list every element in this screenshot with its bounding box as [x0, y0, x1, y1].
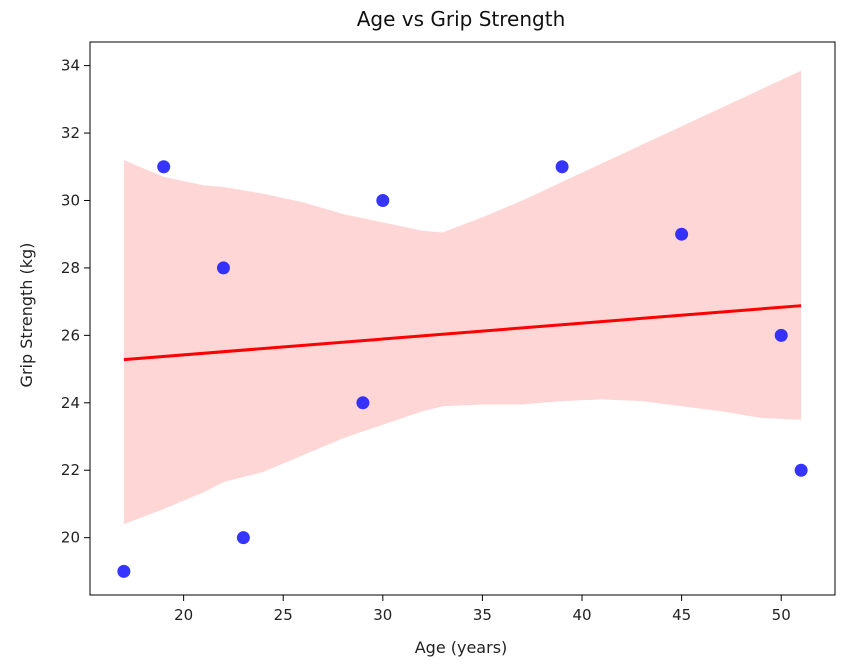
- data-point: [376, 193, 390, 207]
- y-tick-label: 32: [61, 124, 80, 142]
- confidence-band-layer: [123, 70, 802, 525]
- y-tick-label: 24: [61, 394, 80, 412]
- x-axis-label: Age (years): [415, 638, 508, 657]
- data-point: [236, 531, 250, 545]
- y-tick-label: 20: [61, 529, 80, 547]
- x-tick-label: 25: [274, 606, 293, 624]
- y-axis-ticks: 20 22 24 26 28 30 32 34: [61, 57, 90, 547]
- regression-line-layer: [123, 304, 802, 362]
- data-point: [216, 261, 230, 275]
- x-tick-label: 50: [772, 606, 791, 624]
- data-point: [774, 328, 788, 342]
- plot-area-frame: [89, 41, 836, 596]
- x-axis-ticks: 20 25 30 35 40 45 50: [174, 595, 791, 624]
- data-point: [794, 463, 808, 477]
- x-tick-label: 40: [572, 606, 591, 624]
- data-point: [356, 396, 370, 410]
- y-tick-label: 34: [61, 57, 80, 75]
- y-tick-label: 22: [61, 461, 80, 479]
- data-point: [157, 160, 171, 174]
- y-axis-label: Grip Strength (kg): [17, 243, 36, 388]
- data-point: [675, 227, 689, 241]
- data-point: [555, 160, 569, 174]
- x-tick-label: 45: [672, 606, 691, 624]
- regression-line: [123, 304, 802, 362]
- y-tick-label: 28: [61, 259, 80, 277]
- scatter-points-layer: [117, 160, 808, 578]
- x-tick-label: 20: [174, 606, 193, 624]
- y-tick-label: 26: [61, 326, 80, 344]
- data-point: [117, 564, 131, 578]
- x-tick-label: 35: [473, 606, 492, 624]
- x-tick-label: 30: [373, 606, 392, 624]
- chart-title: Age vs Grip Strength: [357, 7, 566, 31]
- confidence-band: [123, 70, 802, 525]
- y-tick-label: 30: [61, 191, 80, 209]
